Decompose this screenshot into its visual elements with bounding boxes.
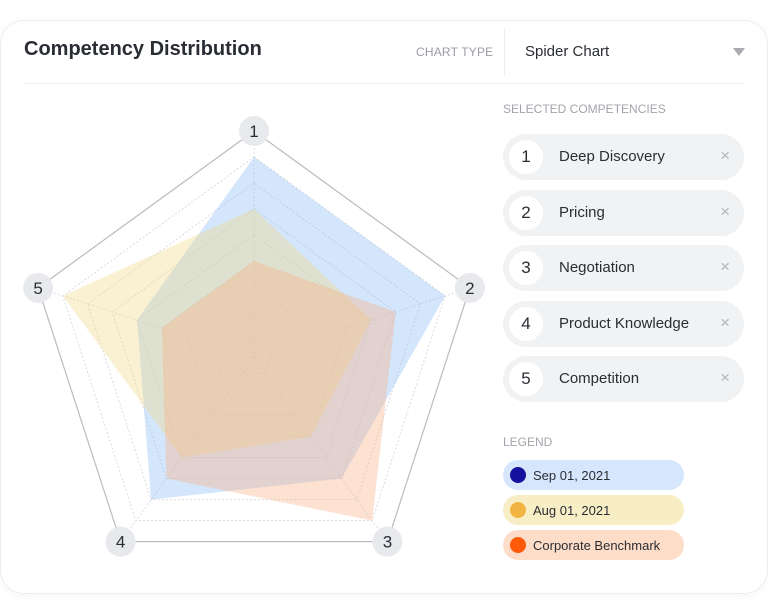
page-title: Competency Distribution [24,38,262,60]
selected-competencies-label: SELECTED COMPETENCIES [503,102,666,116]
chart-type-select[interactable]: Spider Chart [505,34,745,70]
grid-ring [136,234,372,459]
grid-axis [37,287,255,359]
chart-type-label: CHART TYPE [416,45,494,59]
divider [504,28,505,76]
competency-chip: 4 Product Knowledge × [503,300,744,347]
axis-label: 1 [249,122,258,141]
competency-name: Competition [559,370,640,387]
grid-axis [120,357,255,542]
competency-name: Deep Discovery [559,148,665,165]
grid-axis [253,287,471,359]
competency-chip: 3 Negotiation × [503,245,744,291]
axis-label-badge [105,526,136,557]
grid-axis [253,357,388,542]
remove-icon[interactable]: × [720,257,730,276]
remove-icon[interactable]: × [720,201,730,221]
legend-label: Corporate Benchmark [533,538,661,553]
legend-item[interactable]: Aug 01, 2021 [503,495,684,525]
competency-name: Product Knowledge [559,314,690,332]
axis-label: 3 [383,533,392,552]
axis-label: 5 [33,279,42,298]
legend-item[interactable]: Corporate Benchmark [503,530,684,560]
grid-ring [62,156,446,522]
legend-dot-icon [510,502,526,518]
competency-name: Negotiation [559,259,635,276]
remove-icon[interactable]: × [720,312,730,332]
legend-label: Aug 01, 2021 [533,503,611,518]
series-area [161,261,396,521]
competency-chip: 2 Pricing × [503,189,744,236]
grid-ring [111,208,397,480]
competency-number: 3 [509,251,543,285]
grid-ring [185,286,323,416]
grid-ring [210,312,298,395]
axis-label-badge [23,272,54,303]
legend-item[interactable]: Sep 01, 2021 [503,460,684,490]
competency-number: 4 [509,306,543,341]
legend-dot-icon [510,467,526,483]
remove-icon[interactable]: × [720,146,730,165]
legend-dot-icon [510,537,526,553]
competency-name: Pricing [559,203,605,221]
axis-label-badge [454,272,485,303]
series-area [137,157,446,500]
competency-number: 2 [509,195,543,230]
header-divider [24,83,744,84]
axis-label-badge [372,526,403,557]
grid-ring [235,338,273,374]
competency-chip: 5 Competition × [503,356,744,402]
legend-label: LEGEND [503,435,553,449]
grid-ring [161,260,347,437]
axis-label: 2 [465,279,474,298]
chart-type-value: Spider Chart [525,43,610,60]
axis-label-badge [239,116,269,146]
spider-chart: 1 2 3 4 5 [23,116,485,557]
grid-ring [86,182,422,501]
series-area [62,209,371,458]
competency-chip: 1 Deep Discovery × [503,134,744,180]
caret-down-icon [733,48,745,56]
legend-label: Sep 01, 2021 [533,468,611,483]
competency-number: 5 [509,362,543,396]
grid-outer-ring [37,130,471,543]
remove-icon[interactable]: × [720,368,730,387]
axis-label: 4 [116,533,125,552]
competency-number: 1 [509,140,543,174]
